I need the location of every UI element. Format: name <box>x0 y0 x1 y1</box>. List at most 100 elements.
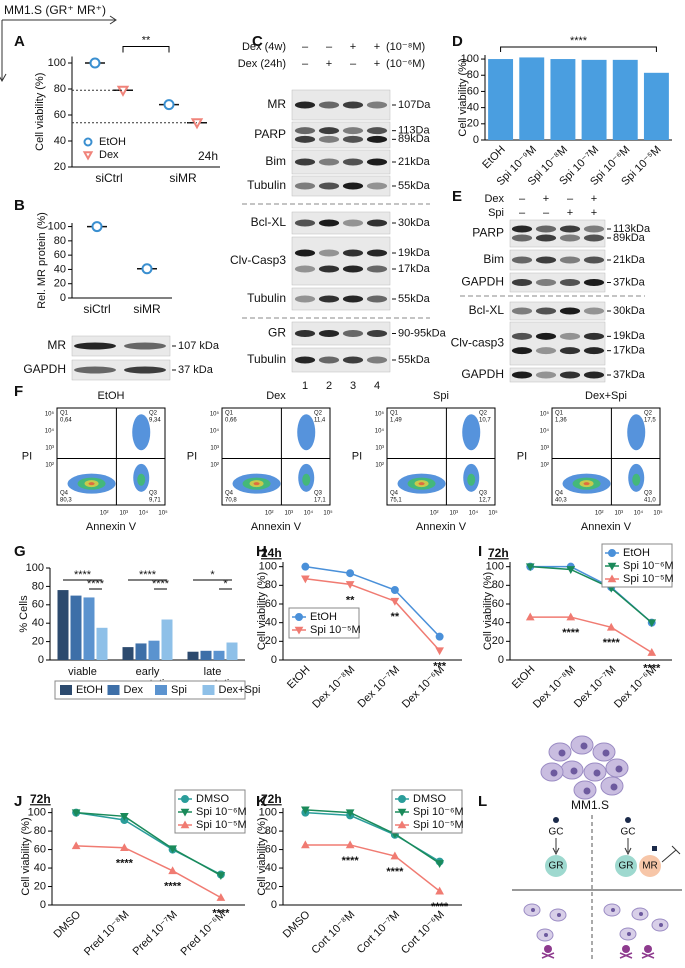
blot-strip <box>291 121 391 149</box>
quadrant-value: 41,0 <box>644 498 656 504</box>
marker <box>345 581 355 589</box>
y-axis-label: % Cells <box>18 595 30 633</box>
blot-band <box>294 182 316 190</box>
band-label: Tubulin <box>247 178 286 192</box>
legend-label: EtOH <box>76 684 103 696</box>
quadrant-value: 17,1 <box>314 498 326 504</box>
y-tick-label: 0 <box>38 654 44 666</box>
chart-title: 24h <box>261 546 282 560</box>
y-tick-label: 0 <box>60 292 66 304</box>
y-axis-label: Cell viability (%) <box>34 73 46 151</box>
significance-label: **** <box>386 866 404 878</box>
blot-band <box>74 366 116 374</box>
blot-band <box>294 158 316 166</box>
bar <box>135 643 147 660</box>
blot-band <box>124 366 166 374</box>
significance-label: ** <box>142 34 151 46</box>
nucleus <box>580 742 588 750</box>
blot-band <box>559 347 581 355</box>
blot-band <box>583 256 605 264</box>
blot-band <box>535 234 557 242</box>
flow-y-tick: 10⁴ <box>45 428 55 435</box>
receptor <box>545 855 567 877</box>
bar <box>643 72 669 140</box>
quadrant-value: 0,66 <box>225 418 237 424</box>
density-cloud <box>253 482 260 486</box>
ligand <box>625 817 631 823</box>
marker <box>435 632 444 641</box>
quadrant-value: 12,7 <box>479 498 491 504</box>
blot-band <box>511 371 533 379</box>
blot-band <box>583 371 605 379</box>
nucleus <box>602 749 610 757</box>
flow-y-tick: 10³ <box>540 446 549 452</box>
blot-strip <box>509 272 606 293</box>
fragment <box>544 933 548 937</box>
significance-label: **** <box>570 35 588 47</box>
blot-band <box>366 295 388 303</box>
y-tick-label: 40 <box>265 862 277 874</box>
quadrant-name: Q1 <box>60 411 69 417</box>
blot-band <box>511 347 533 355</box>
y-tick-label: 60 <box>54 249 66 261</box>
treatment-mark: + <box>591 193 597 205</box>
blot-band <box>318 127 340 135</box>
density-cloud <box>137 473 146 486</box>
size-label: 17kDa <box>398 263 431 275</box>
quadrant-name: Q1 <box>390 411 399 417</box>
blot-band <box>583 332 605 340</box>
flow-x-tick: 10³ <box>614 511 623 517</box>
flow-x-tick: 10² <box>265 511 274 517</box>
density-cloud <box>88 482 95 486</box>
quadrant-name: Q3 <box>479 491 488 497</box>
y-tick-label: 80 <box>34 825 46 837</box>
blot-band <box>559 256 581 264</box>
treatment-mark: – <box>543 207 550 219</box>
flow-y-label: PI <box>352 450 362 462</box>
arrowhead <box>624 847 632 856</box>
legend-label: DMSO <box>413 793 446 805</box>
blot-strip <box>291 287 391 311</box>
quadrant-value: 17,5 <box>644 418 656 424</box>
band-label: Tubulin <box>247 352 286 366</box>
y-tick-label: 20 <box>34 880 46 892</box>
size-label: 55kDa <box>398 354 431 366</box>
y-tick-label: 20 <box>492 635 504 647</box>
legend-label: Spi 10⁻⁶M <box>196 806 247 818</box>
legend-label: Spi 10⁻⁵M <box>310 624 361 636</box>
significance-bracket <box>500 46 657 52</box>
panel-label: D <box>452 33 463 50</box>
band-label: MR <box>267 97 286 111</box>
band-label: Clv-casp3 <box>451 336 505 350</box>
band-label: Bcl-XL <box>251 215 287 229</box>
treatment-mark: + <box>374 58 380 70</box>
marker <box>141 263 153 275</box>
treatment-label: Dex (24h) <box>238 58 286 70</box>
marker <box>397 808 407 817</box>
chart-title: 72h <box>261 792 282 806</box>
arrowhead <box>552 847 560 856</box>
quadrant-value: 70,8 <box>225 498 237 504</box>
band-label: Bim <box>483 252 504 266</box>
quadrant-value: 1,36 <box>555 418 567 424</box>
blot-band <box>511 234 533 242</box>
panel-label: K <box>256 793 267 810</box>
x-tick-label: Pred 10⁻⁸M <box>82 909 132 959</box>
blot-band <box>535 347 557 355</box>
y-tick-label: 100 <box>486 561 504 573</box>
series-line <box>305 809 441 865</box>
flow-title: Dex <box>266 390 286 402</box>
blot-strip <box>509 321 606 366</box>
band-label: GR <box>268 326 286 340</box>
flow-y-tick: 10⁴ <box>210 428 220 435</box>
bar <box>96 627 108 660</box>
flow-y-tick: 10⁵ <box>45 411 55 418</box>
density-cloud <box>297 414 316 451</box>
blot-band <box>535 371 557 379</box>
blot-band <box>366 356 388 364</box>
y-tick-label: 0 <box>498 654 504 666</box>
size-label: 17kDa <box>613 345 646 357</box>
significance-label: **** <box>116 858 134 870</box>
quadrant-name: Q4 <box>390 491 399 497</box>
blot-strip <box>509 367 606 383</box>
